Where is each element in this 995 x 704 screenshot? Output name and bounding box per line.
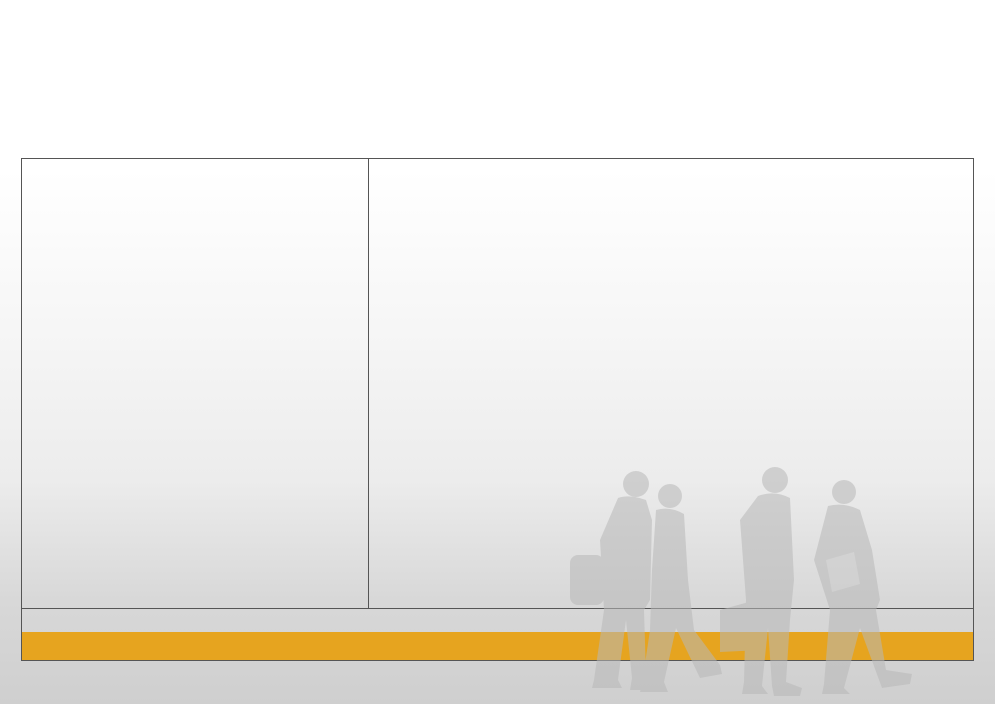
accent-bar <box>22 632 973 660</box>
left-content-panel <box>22 159 369 608</box>
slide-frame <box>21 158 974 661</box>
walking-people-silhouette-icon <box>570 467 912 696</box>
footer-divider <box>22 608 973 609</box>
